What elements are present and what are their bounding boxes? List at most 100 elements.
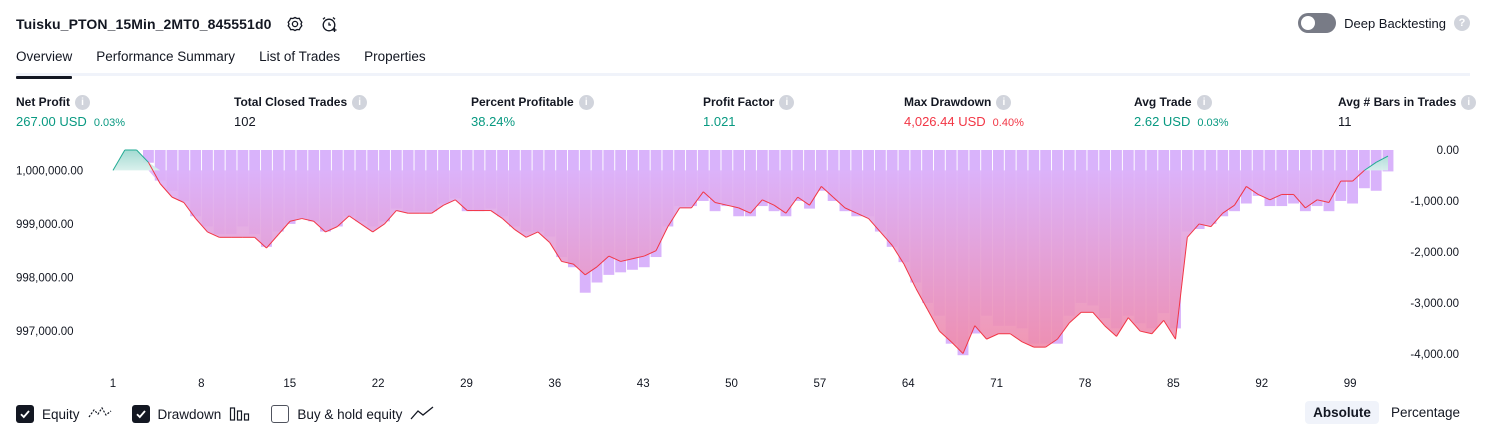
- equity-label: Equity: [42, 406, 80, 422]
- equity-line-segment: [183, 202, 197, 219]
- metric-total-closed-trades: Total Closed Trades i 102: [234, 94, 368, 130]
- info-icon[interactable]: i: [996, 94, 1012, 110]
- x-axis-tick-label: 71: [990, 378, 1003, 390]
- metric-percent-profitable: Percent Profitable i 38.24%: [471, 94, 594, 130]
- x-axis-tick-label: 99: [1344, 378, 1357, 390]
- equity-line-segment: [691, 191, 704, 209]
- equity-line-segment: [1186, 223, 1200, 238]
- buyhold-label: Buy & hold equity: [297, 406, 403, 422]
- equity-line-segment: [159, 183, 173, 198]
- x-axis-tick-label: 29: [460, 378, 473, 390]
- strategy-title: Tuisku_PTON_15Min_2MT0_845551d0: [16, 16, 272, 32]
- info-icon[interactable]: i: [779, 94, 795, 110]
- x-axis-tick-label: 92: [1255, 378, 1268, 390]
- drawdown-toggle[interactable]: Drawdown: [131, 405, 252, 424]
- right-axis-tick-label: -4,000.00: [1410, 349, 1459, 361]
- deep-backtesting-toggle[interactable]: [1298, 13, 1337, 33]
- info-icon[interactable]: i: [1461, 94, 1477, 110]
- equity-area: [112, 149, 1389, 354]
- x-axis: 1 8 15 22 29 36 43 50 57 64 71 78 85 92 99: [110, 378, 1357, 390]
- equity-line-segment: [525, 231, 539, 238]
- equity-line-segment: [714, 202, 728, 206]
- equity-line-segment: [396, 210, 409, 214]
- metric-value: 1.021: [703, 114, 736, 129]
- buyhold-checkbox[interactable]: [271, 405, 290, 423]
- equity-line-segment: [277, 220, 291, 235]
- percentage-button[interactable]: Percentage: [1390, 405, 1460, 420]
- equity-line-segment: [372, 223, 385, 233]
- equity-line-segment: [1293, 194, 1306, 209]
- equity-line-segment: [112, 149, 126, 171]
- equity-line-segment: [738, 207, 751, 214]
- metric-max-drawdown: Max Drawdown i 4,026.44 USD 0.40%: [904, 94, 1024, 130]
- equity-line-segment: [573, 263, 586, 276]
- metric-label: Net Profit: [16, 95, 70, 109]
- equity-line-segment: [1269, 194, 1282, 201]
- metric-value: 102: [234, 114, 256, 129]
- drawdown-bar: [1370, 150, 1382, 191]
- metric-value: 11: [1338, 114, 1352, 129]
- metric-percent: 0.40%: [992, 117, 1024, 129]
- equity-line-segment: [490, 210, 503, 219]
- equity-line-segment: [726, 204, 739, 209]
- info-icon[interactable]: i: [352, 94, 368, 110]
- x-axis-tick-label: 15: [283, 378, 296, 390]
- toggle-knob: [1301, 16, 1316, 30]
- equity-line-segment: [1246, 186, 1259, 195]
- info-icon[interactable]: i: [1196, 94, 1212, 110]
- equity-line-segment: [360, 223, 374, 233]
- equity-line-segment: [1328, 180, 1342, 203]
- equity-line-segment: [879, 231, 893, 246]
- equity-line-segment: [891, 245, 905, 265]
- absolute-button[interactable]: Absolute: [1305, 401, 1379, 424]
- tab-overview[interactable]: Overview: [16, 46, 73, 79]
- equity-line-segment: [313, 220, 326, 233]
- equity-line-segment: [986, 333, 999, 340]
- info-icon[interactable]: i: [578, 94, 594, 110]
- x-axis-tick-label: 36: [548, 378, 561, 390]
- add-alert-icon[interactable]: [319, 14, 339, 34]
- tab-properties[interactable]: Properties: [364, 49, 426, 64]
- drawdown-label: Drawdown: [157, 406, 222, 422]
- settings-icon[interactable]: [285, 14, 305, 34]
- equity-line-segment: [1364, 161, 1377, 171]
- equity-line-segment: [1127, 317, 1141, 332]
- right-axis-tick-label: -2,000.00: [1410, 247, 1459, 259]
- equity-line-segment: [1151, 320, 1165, 335]
- tab-list-of-trades[interactable]: List of Trades: [259, 49, 341, 64]
- equity-line-segment: [644, 250, 657, 257]
- equity-line-segment: [584, 266, 598, 276]
- equity-line-segment: [927, 309, 940, 332]
- metric-net-profit: Net Profit i 267.00 USD 0.03%: [16, 94, 125, 130]
- equity-line-segment: [325, 226, 338, 233]
- equity-line-segment: [1175, 237, 1188, 340]
- equity-line-segment: [702, 191, 716, 203]
- x-axis-tick-label: 8: [198, 378, 204, 390]
- equity-line-segment: [266, 234, 279, 249]
- equity-line-segment: [455, 199, 468, 211]
- equity-line-segment: [1317, 199, 1330, 203]
- equity-line-segment: [514, 228, 527, 238]
- equity-line-segment: [1104, 325, 1117, 337]
- help-icon[interactable]: ?: [1454, 15, 1470, 31]
- chart-legend: Equity Drawdown Buy & hold equity: [16, 402, 454, 426]
- info-icon[interactable]: i: [75, 94, 90, 110]
- equity-line-segment: [1021, 341, 1035, 348]
- equity-toggle[interactable]: Equity: [16, 405, 112, 424]
- buyhold-toggle[interactable]: Buy & hold equity: [271, 405, 434, 424]
- right-axis-tick-label: -1,000.00: [1410, 196, 1459, 208]
- equity-checkbox[interactable]: [16, 405, 34, 423]
- equity-line-segment: [1092, 311, 1106, 327]
- equity-line-segment: [537, 231, 551, 244]
- drawdown-checkbox[interactable]: [131, 405, 150, 423]
- metric-label: Profit Factor: [703, 95, 775, 109]
- equity-drawdown-chart[interactable]: 1,000,000.00 999,000.00 998,000.00 997,000.…: [0, 140, 1486, 398]
- equity-line-segment: [596, 255, 610, 268]
- x-axis-tick-label: 50: [725, 378, 738, 390]
- metric-value: 267.00 USD: [16, 114, 87, 129]
- left-axis-tick-label: 1,000,000.00: [16, 165, 83, 177]
- tab-performance-summary[interactable]: Performance Summary: [96, 49, 236, 64]
- x-axis-tick-label: 85: [1167, 378, 1180, 390]
- equity-line-segment: [384, 210, 397, 225]
- equity-line-segment: [762, 199, 775, 206]
